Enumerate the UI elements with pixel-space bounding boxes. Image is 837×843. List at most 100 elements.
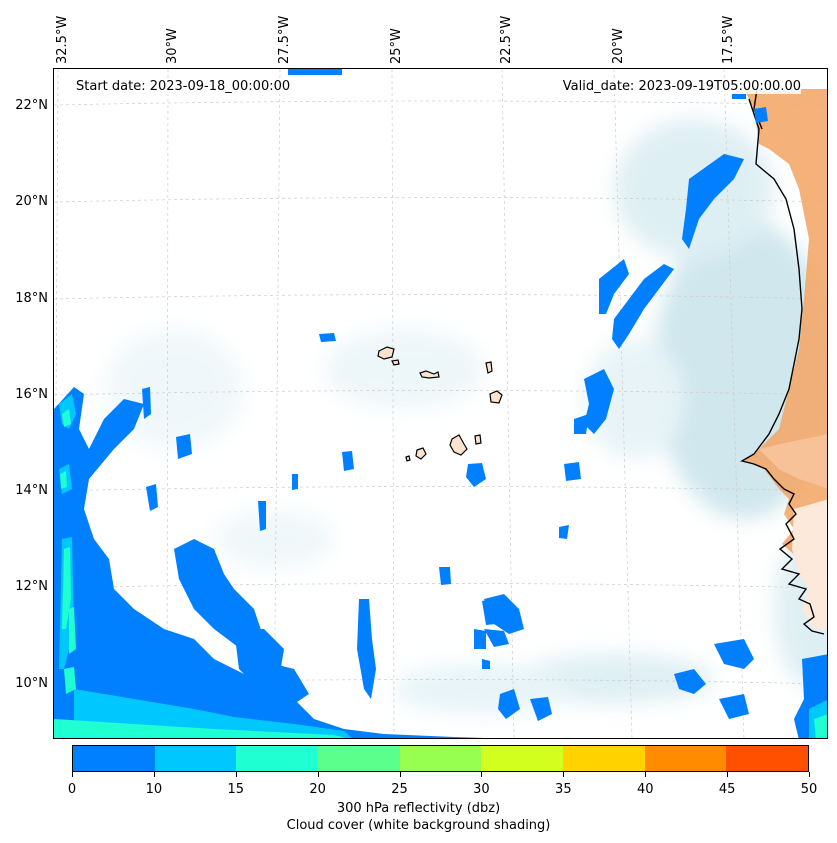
colorbar-segment xyxy=(563,746,645,771)
reflectivity-patch xyxy=(439,567,451,585)
lon-label-17.5w: 17.5°W xyxy=(721,15,736,64)
lat-label-16n: 16°N xyxy=(15,387,48,402)
cloud-patch xyxy=(584,339,684,459)
reflectivity-patch xyxy=(288,69,342,75)
reflectivity-patch xyxy=(732,94,746,99)
start-date-label: Start date: 2023-09-18_00:00:00 xyxy=(76,79,291,94)
island-boa-vista xyxy=(489,390,503,404)
map-panel: Start date: 2023-09-18_00:00:00 Valid_da… xyxy=(53,68,828,739)
reflectivity-patch xyxy=(319,333,336,342)
colorbar-segment xyxy=(481,746,564,771)
lon-label-32.5w: 32.5°W xyxy=(55,15,70,64)
reflectivity-patch xyxy=(474,629,486,649)
cloud-patch xyxy=(214,509,334,569)
reflectivity-patch xyxy=(559,525,569,539)
cape-verde-islands xyxy=(377,346,503,462)
colorbar-segment xyxy=(236,746,319,771)
lat-label-22n: 22°N xyxy=(15,98,48,113)
reflectivity-15-20 xyxy=(54,409,827,738)
colorbar-label-reflectivity: 300 hPa reflectivity (dbz) xyxy=(336,801,501,816)
reflectivity-patch xyxy=(482,599,496,625)
colorbar-label-cloud-cover: Cloud cover (white background shading) xyxy=(286,818,551,833)
colorbar-tick xyxy=(645,772,647,777)
lon-label-22.5w: 22.5°W xyxy=(499,15,514,64)
colorbar-tick-label: 0 xyxy=(67,782,77,797)
colorbar-tick-label: 50 xyxy=(800,782,818,797)
reflectivity-patch xyxy=(146,484,158,511)
colorbar-tick xyxy=(72,772,73,777)
lat-label-12n: 12°N xyxy=(15,579,48,594)
coastline xyxy=(740,98,825,635)
cloud-patch xyxy=(104,329,244,449)
reflectivity-contours xyxy=(54,69,827,738)
cloud-patch xyxy=(394,664,574,714)
reflectivity-patch xyxy=(584,369,614,434)
cloud-patch xyxy=(324,329,484,409)
lon-label-30w: 30°W xyxy=(165,28,180,64)
colorbar-tick-label: 40 xyxy=(636,782,654,797)
lat-label-14n: 14°N xyxy=(15,483,48,498)
graticule-lon-20w xyxy=(613,69,633,738)
colorbar-segment xyxy=(644,746,727,771)
colorbar-tick xyxy=(727,772,729,777)
colorbar-tick-label: 35 xyxy=(555,782,572,797)
graticule-lon-30w xyxy=(166,69,169,738)
reflectivity-patch xyxy=(254,659,309,704)
island-santiago xyxy=(449,434,468,456)
colorbar-segment xyxy=(73,746,155,771)
land-guinea xyxy=(792,499,827,629)
reflectivity-patch xyxy=(176,434,192,459)
reflectivity-patch xyxy=(719,694,749,719)
colorbar-segment xyxy=(726,746,809,771)
reflectivity-patch xyxy=(564,462,581,481)
colorbar-tick-label: 20 xyxy=(309,782,326,797)
reflectivity-patch xyxy=(54,387,484,738)
reflectivity-patch xyxy=(292,474,298,490)
reflectivity-patch xyxy=(69,607,76,654)
colorbar-tick-label: 10 xyxy=(145,782,163,797)
reflectivity-patch xyxy=(498,689,520,719)
colorbar-segment xyxy=(399,746,482,771)
island-sao-vicente xyxy=(391,359,400,366)
reflectivity-patch xyxy=(814,714,827,738)
reflectivity-patch xyxy=(714,639,754,669)
colorbar-tick xyxy=(809,772,810,777)
colorbar-tick-label: 45 xyxy=(718,782,736,797)
colorbar-tick xyxy=(563,772,565,777)
reflectivity-patch xyxy=(62,547,71,629)
graticule-lon-17.5w xyxy=(723,69,745,738)
island-sal xyxy=(485,361,493,374)
reflectivity-patch xyxy=(574,414,589,434)
lon-label-25w: 25°W xyxy=(389,28,404,64)
lon-label-20w: 20°W xyxy=(611,28,626,64)
colorbar-tick xyxy=(317,772,319,777)
colorbar-tick-label: 15 xyxy=(227,782,245,797)
reflectivity-patch xyxy=(754,107,768,123)
reflectivity-patch xyxy=(612,264,674,349)
reflectivity-patch xyxy=(54,719,346,738)
valid-date-label: Valid_date: 2023-09-19T05:00:00.00 xyxy=(562,79,801,94)
reflectivity-patch xyxy=(484,629,509,647)
lat-label-10n: 10°N xyxy=(15,676,48,691)
reflectivity-patch xyxy=(466,463,486,487)
reflectivity-patch xyxy=(342,451,354,471)
lon-label-27.5w: 27.5°W xyxy=(277,15,292,64)
reflectivity-patch xyxy=(530,697,552,721)
cloud-cover-shading xyxy=(104,119,827,714)
colorbar-tick xyxy=(481,772,483,777)
reflectivity-patch xyxy=(674,669,706,694)
colorbar-tick xyxy=(235,772,237,777)
reflectivity-patch xyxy=(60,471,67,489)
reflectivity-patch xyxy=(258,501,266,531)
colorbar-tick xyxy=(399,772,401,777)
reflectivity-patch xyxy=(357,599,376,699)
reflectivity-patch xyxy=(62,409,71,427)
map-canvas xyxy=(54,69,827,738)
reflectivity-patch xyxy=(64,667,76,694)
island-fogo xyxy=(415,447,427,460)
colorbar-segment xyxy=(154,746,237,771)
island-sao-nicolau xyxy=(419,370,440,379)
reflectivity-patch xyxy=(142,387,151,419)
island-brava xyxy=(405,455,411,462)
island-santo-antao xyxy=(377,346,395,360)
